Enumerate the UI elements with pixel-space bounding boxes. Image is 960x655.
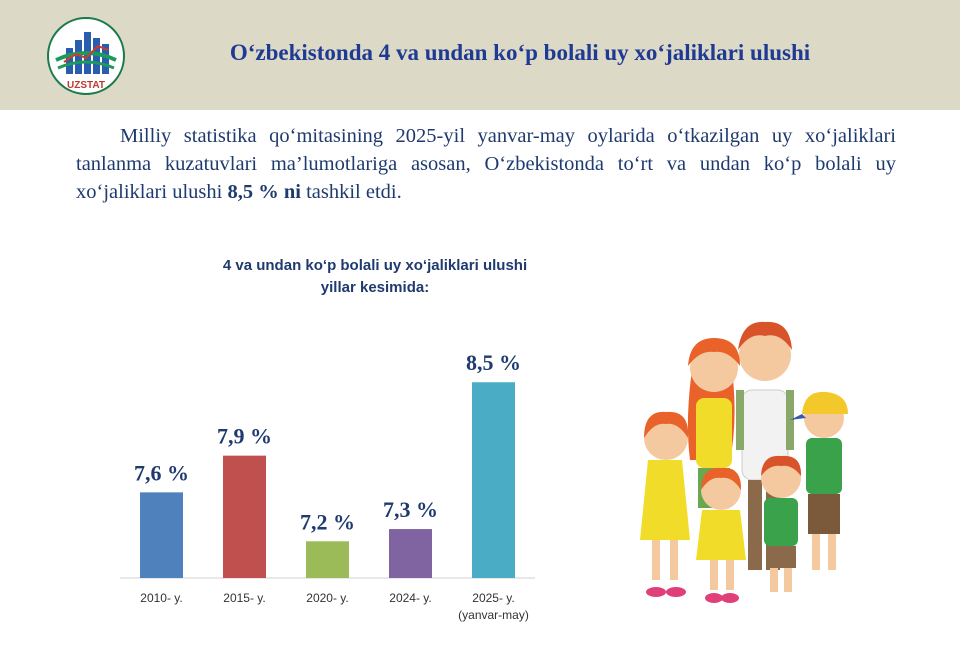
chart-title-line2: yillar kesimida: [320, 279, 430, 296]
chart-title: 4 va undan ko‘p bolali uy xo‘jaliklari u… [150, 255, 600, 299]
boy-cap-figure [790, 391, 848, 570]
data-label-1: 7,9 % [217, 424, 272, 449]
bar-4 [472, 382, 515, 578]
x-tick-sublabel-4: (yanvar-may) [458, 608, 529, 622]
x-tick-label-3: 2024- y. [389, 591, 431, 605]
family-illustration [640, 321, 848, 603]
page-title: O‘zbekistonda 4 va undan ko‘p bolali uy … [229, 40, 811, 65]
little-girl-figure [696, 467, 746, 603]
intro-text-after: tashkil etdi. [300, 181, 402, 203]
data-label-2: 7,2 % [300, 509, 355, 534]
x-tick-label-2: 2020- y. [306, 591, 348, 605]
x-tick-label-4: 2025- y. [472, 591, 514, 605]
bar-1 [223, 455, 266, 578]
chart-title-line1: 4 va undan ko‘p bolali uy xo‘jaliklari u… [222, 257, 528, 274]
uzstat-logo: UZSTAT [47, 17, 125, 95]
intro-highlight: 8,5 % ni [227, 181, 301, 203]
data-label-4: 8,5 % [466, 350, 521, 375]
intro-text-before: Milliy statistika qo‘mitasining 2025-yil… [76, 125, 896, 203]
bar-3 [389, 529, 432, 578]
logo-text: UZSTAT [67, 80, 105, 91]
data-label-0: 7,6 % [134, 460, 189, 485]
girl-left-figure [640, 411, 690, 597]
bar-0 [140, 492, 183, 578]
x-tick-label-1: 2015- y. [223, 591, 265, 605]
small-boy-figure [761, 455, 802, 592]
data-label-3: 7,3 % [383, 497, 438, 522]
bar-2 [306, 541, 349, 578]
x-tick-label-0: 2010- y. [140, 591, 182, 605]
bar-chart: 7,6 % 2010- y. 7,9 % 2015- y. 7,2 % 2020- y. 7… [120, 350, 535, 622]
header-bar: UZSTAT O‘zbekistonda 4 va undan ko‘p bol… [0, 0, 960, 110]
intro-paragraph: Milliy statistika qo‘mitasining 2025-yil… [76, 122, 896, 206]
mother-figure [687, 338, 740, 508]
